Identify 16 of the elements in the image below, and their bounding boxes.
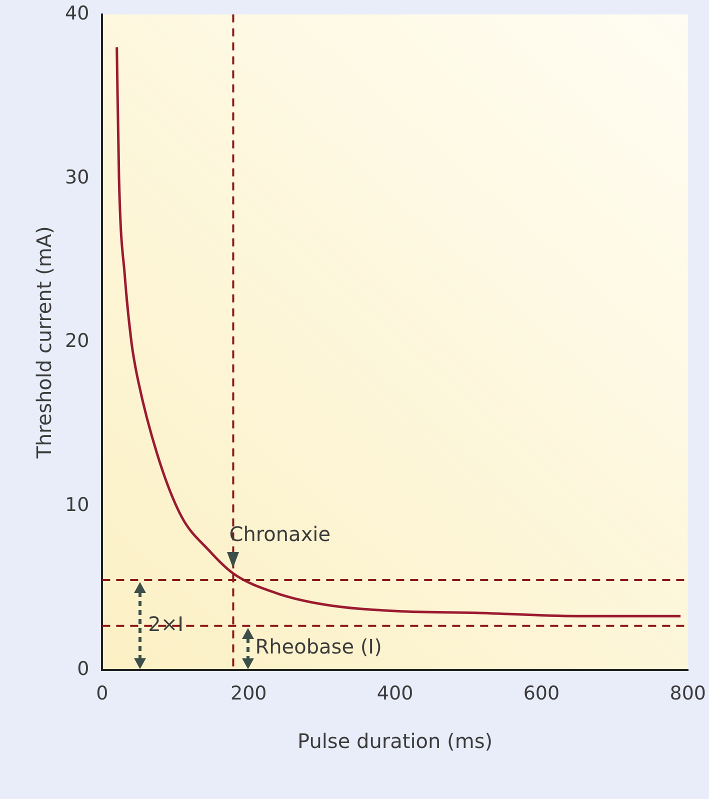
x-tick-label: 200 <box>230 682 267 705</box>
annotation: 2×I <box>148 612 184 636</box>
y-tick-label: 0 <box>77 658 90 680</box>
y-tick-label: 20 <box>64 330 90 352</box>
annotation: Chronaxie <box>229 522 331 546</box>
y-tick-label: 10 <box>64 494 90 516</box>
y-tick-label: 40 <box>64 2 90 24</box>
y-tick-label: 30 <box>64 166 90 188</box>
x-tick-label: 600 <box>523 682 560 705</box>
line-series <box>116 46 682 618</box>
y-axis-title: Threshold current (mA) <box>32 226 56 460</box>
x-tick-label: 0 <box>96 682 108 705</box>
x-tick-label: 800 <box>670 682 706 705</box>
x-tick-label: 400 <box>376 682 414 705</box>
x-axis-title: Pulse duration (ms) <box>297 729 493 754</box>
annotation: Rheobase (I) <box>255 634 382 658</box>
